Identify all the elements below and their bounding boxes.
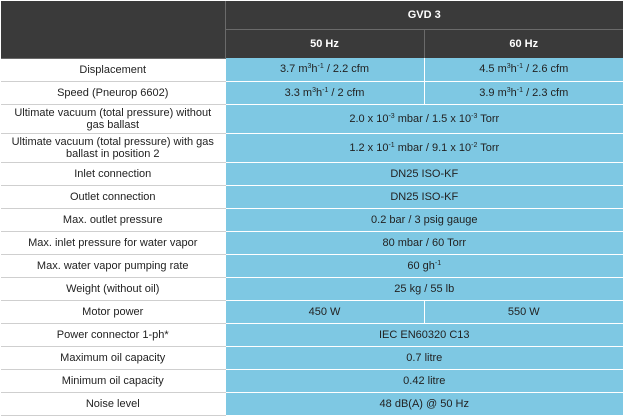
value-cell: 1.2 x 10-1 mbar / 9.1 x 10-2 Torr	[224, 133, 624, 163]
header-row-frequency: 50 Hz 60 Hz	[1, 29, 624, 58]
row-label: Weight (without oil)	[1, 277, 225, 301]
value-50hz: 450 W	[224, 300, 424, 324]
table-row-motor-power: Motor power 450 W 550 W	[1, 300, 624, 324]
header-50hz: 50 Hz	[224, 29, 425, 58]
row-label: Maximum oil capacity	[1, 346, 225, 370]
table-row-ultimate-vacuum-no-ballast: Ultimate vacuum (total pressure) without…	[1, 104, 624, 134]
table-row-max-outlet-pressure: Max. outlet pressure 0.2 bar / 3 psig ga…	[1, 208, 624, 232]
value-cell: 2.0 x 10-3 mbar / 1.5 x 10-3 Torr	[224, 104, 624, 134]
row-label: Ultimate vacuum (total pressure) with ga…	[1, 133, 225, 163]
table-row-weight: Weight (without oil) 25 kg / 55 lb	[1, 277, 624, 301]
value-cell: DN25 ISO-KF	[224, 162, 624, 186]
table-row-speed: Speed (Pneurop 6602) 3.3 m3h-1 / 2 cfm 3…	[1, 81, 624, 105]
table-row-minimum-oil-capacity: Minimum oil capacity 0.42 litre	[1, 369, 624, 393]
value-60hz: 3.9 m3h-1 / 2.3 cfm	[423, 81, 624, 105]
value-cell: 60 gh-1	[224, 254, 624, 278]
table-row-inlet-connection: Inlet connection DN25 ISO-KF	[1, 162, 624, 186]
value-cell: 0.2 bar / 3 psig gauge	[224, 208, 624, 232]
header-60hz: 60 Hz	[424, 29, 624, 58]
value-cell: 48 dB(A) @ 50 Hz	[224, 392, 624, 416]
row-label: Max. water vapor pumping rate	[1, 254, 225, 278]
value-60hz: 550 W	[423, 300, 624, 324]
table-row-ultimate-vacuum-with-ballast: Ultimate vacuum (total pressure) with ga…	[1, 133, 624, 163]
value-cell: 0.7 litre	[224, 346, 624, 370]
value-cell: IEC EN60320 C13	[224, 323, 624, 347]
value-cell: 0.42 litre	[224, 369, 624, 393]
value-cell: 25 kg / 55 lb	[224, 277, 624, 301]
row-label: Minimum oil capacity	[1, 369, 225, 393]
table-row-outlet-connection: Outlet connection DN25 ISO-KF	[1, 185, 624, 209]
table-row-max-inlet-pressure-water-vapor: Max. inlet pressure for water vapor 80 m…	[1, 231, 624, 255]
row-label: Outlet connection	[1, 185, 225, 209]
value-cell: DN25 ISO-KF	[224, 185, 624, 209]
value-50hz: 3.7 m3h-1 / 2.2 cfm	[224, 58, 424, 82]
row-label: Ultimate vacuum (total pressure) without…	[1, 104, 225, 134]
header-corner	[1, 1, 225, 59]
row-label: Max. outlet pressure	[1, 208, 225, 232]
table-row-noise-level: Noise level 48 dB(A) @ 50 Hz	[1, 392, 624, 416]
table-row-max-water-vapor-pumping-rate: Max. water vapor pumping rate 60 gh-1	[1, 254, 624, 278]
row-label: Displacement	[1, 58, 225, 82]
header-model: GVD 3	[224, 1, 624, 30]
row-label: Power connector 1-ph*	[1, 323, 225, 347]
value-60hz: 4.5 m3h-1 / 2.6 cfm	[423, 58, 624, 82]
table-row-displacement: Displacement 3.7 m3h-1 / 2.2 cfm 4.5 m3h…	[1, 58, 624, 82]
row-label: Inlet connection	[1, 162, 225, 186]
row-label: Motor power	[1, 300, 225, 324]
table-row-power-connector: Power connector 1-ph* IEC EN60320 C13	[1, 323, 624, 347]
table-row-maximum-oil-capacity: Maximum oil capacity 0.7 litre	[1, 346, 624, 370]
value-cell: 80 mbar / 60 Torr	[224, 231, 624, 255]
header-row-model: GVD 3	[1, 1, 624, 59]
row-label: Noise level	[1, 392, 225, 416]
row-label: Speed (Pneurop 6602)	[1, 81, 225, 105]
row-label: Max. inlet pressure for water vapor	[1, 231, 225, 255]
value-50hz: 3.3 m3h-1 / 2 cfm	[224, 81, 424, 105]
